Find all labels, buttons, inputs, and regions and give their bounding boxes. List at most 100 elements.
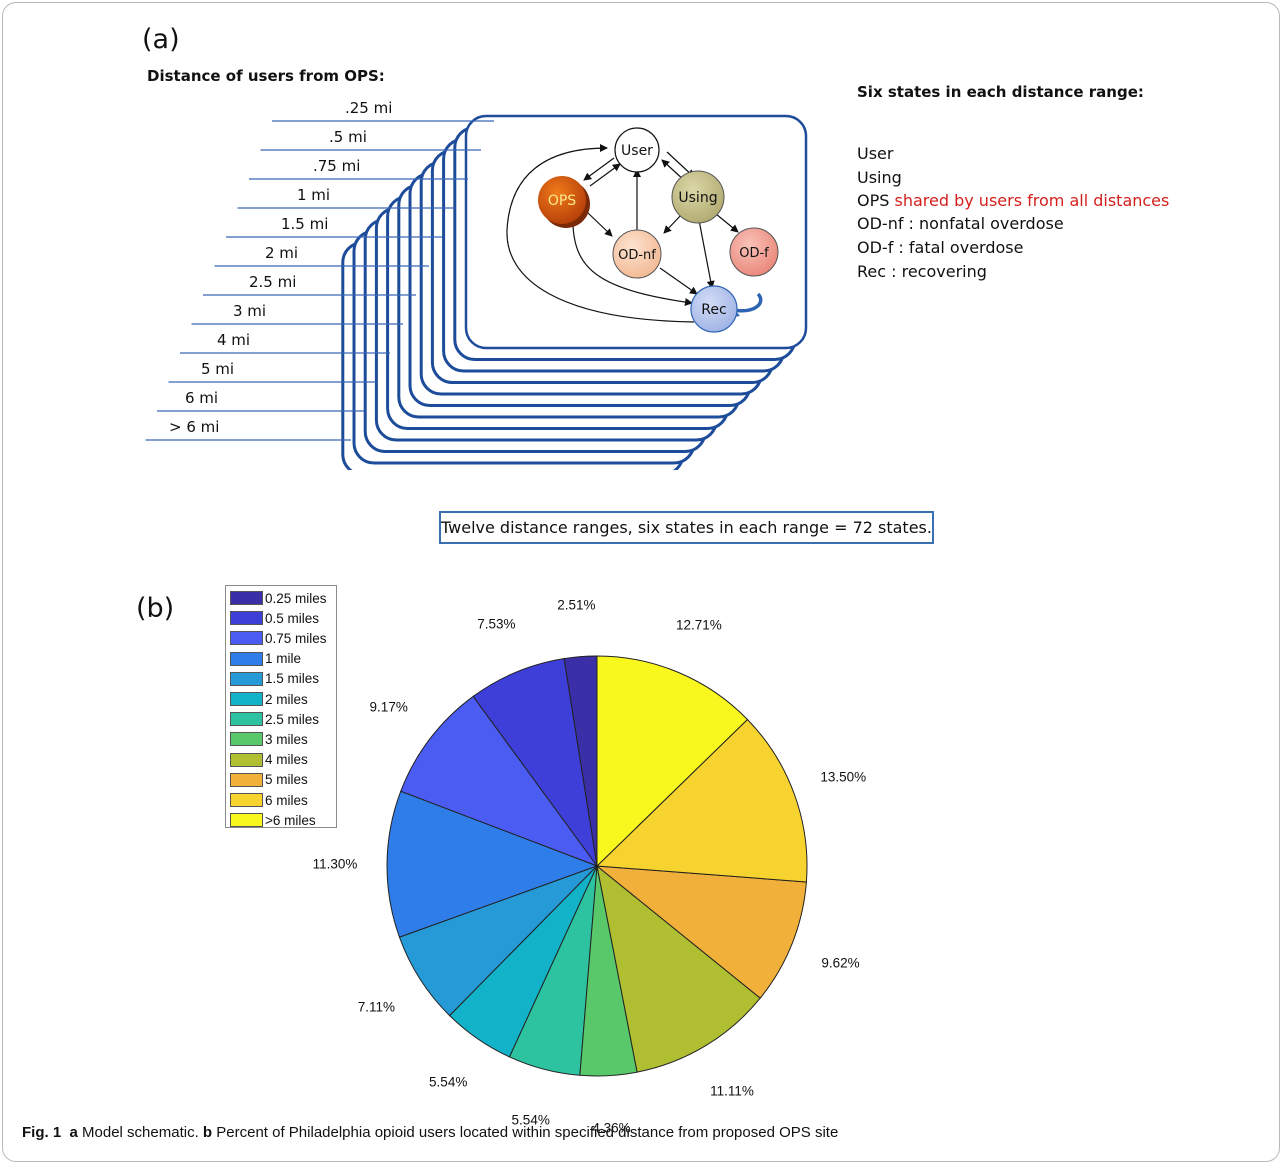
edge-ops-to-user (589, 163, 621, 187)
state-using: Using (857, 168, 902, 187)
summary-box: Twelve distance ranges, six states in ea… (439, 511, 934, 544)
node-user-label: User (621, 143, 653, 159)
legend-swatch (230, 591, 263, 605)
node-od-nf (612, 229, 662, 279)
distance-label: 2.5 mi (249, 273, 296, 291)
pie-data-label: 9.17% (369, 699, 408, 715)
legend-swatch (230, 611, 263, 626)
distance-label: 5 mi (201, 360, 234, 378)
distance-label: > 6 mi (169, 418, 219, 436)
state-user: User (857, 144, 894, 163)
distance-label: .5 mi (329, 128, 367, 146)
legend-swatch (230, 671, 263, 686)
distance-label: 2 mi (265, 244, 298, 262)
pie-data-label: 11.11% (710, 1083, 754, 1098)
legend-label: 5 miles (265, 772, 308, 788)
legend-swatch (230, 692, 263, 706)
state-ops-label: OPS (857, 191, 890, 210)
legend-item: 1 mile (230, 650, 301, 668)
legend-swatch (230, 712, 263, 727)
distance-label: 4 mi (217, 331, 250, 349)
states-heading: Six states in each distance range: (857, 83, 1144, 101)
model-schematic: .25 mi .5 mi .75 mi 1 mi 1.5 mi 2 mi 2.5 mi 3 m… (145, 99, 808, 470)
distance-label: 6 mi (185, 389, 218, 407)
legend-item: 1.5 miles (230, 670, 319, 688)
caption-b-label: b (202, 1124, 213, 1141)
legend-item: 2.5 miles (230, 710, 319, 728)
state-rec: Rec : recovering (857, 262, 987, 281)
caption-b-text: Percent of Philadelphia opioid users loc… (216, 1124, 839, 1141)
distance-range-cards (341, 114, 808, 470)
pie-data-label: 2.51% (557, 597, 596, 613)
pie-data-label: 11.30% (312, 856, 358, 872)
legend-item: 4 miles (230, 751, 308, 769)
node-using (671, 170, 725, 224)
panel-b-label: (b) (136, 593, 175, 624)
distance-label: .75 mi (313, 157, 360, 175)
node-using-label: Using (678, 190, 717, 206)
distance-lines (145, 120, 494, 441)
edge-using-to-odnf (663, 212, 684, 234)
pie-data-label: 7.53% (477, 616, 516, 632)
legend-label: 2 miles (265, 691, 308, 707)
figure-caption: Fig. 1 a Model schematic. b Percent of P… (22, 1124, 838, 1141)
pie-data-label: 9.62% (821, 955, 860, 971)
edge-user-to-ops (583, 157, 615, 181)
chart-legend: 0.25 miles 0.5 miles 0.75 miles 1 mile 1.5 m… (225, 585, 337, 828)
state-ops-note: shared by users from all distances (894, 191, 1170, 210)
legend-swatch (230, 732, 263, 747)
legend-label: 2.5 miles (265, 711, 320, 727)
node-ops-label: OPS (548, 193, 576, 209)
state-transitions (506, 144, 739, 323)
legend-label: 1 mile (265, 651, 302, 667)
panel-a-label: (a) (142, 24, 180, 55)
pie-data-label: 5.54% (429, 1074, 468, 1090)
legend-item: 0.25 miles (230, 589, 327, 607)
distance-labels: .25 mi .5 mi .75 mi 1 mi 1.5 mi 2 mi 2.5 mi 3 m… (169, 99, 392, 436)
legend-item: 0.5 miles (230, 609, 319, 627)
caption-a-label: a (69, 1124, 78, 1141)
legend-item: 5 miles (230, 771, 308, 789)
legend-label: 0.5 miles (265, 610, 320, 626)
legend-swatch (230, 813, 263, 828)
pie-data-label: 5.54% (511, 1112, 550, 1127)
legend-item: 3 miles (230, 730, 308, 748)
edge-using-to-rec (698, 219, 715, 289)
state-od-nf: OD-nf : nonfatal overdose (857, 214, 1064, 233)
edge-ops-to-odnf (587, 212, 613, 237)
legend-label: 1.5 miles (265, 671, 320, 687)
legend-item: 0.75 miles (230, 629, 327, 647)
legend-label: 3 miles (265, 731, 308, 747)
node-od-f-label: OD-f (739, 246, 769, 261)
legend-swatch (230, 631, 263, 646)
node-ops (538, 176, 586, 224)
legend-label: 4 miles (265, 752, 308, 768)
caption-fig-label: Fig. 1 (22, 1124, 62, 1141)
legend-label: >6 miles (265, 812, 316, 828)
legend-item: 2 miles (230, 690, 308, 708)
node-rec-label: Rec (701, 302, 726, 318)
state-ops: OPS shared by users from all distances (857, 191, 1169, 210)
pie-data-label: 13.50% (820, 769, 867, 785)
distance-label: 1 mi (297, 186, 330, 204)
node-rec (690, 285, 738, 333)
node-od-nf-label: OD-nf (618, 248, 656, 263)
edge-ops-to-rec (572, 224, 693, 306)
state-od-f: OD-f : fatal overdose (857, 238, 1024, 257)
node-user (614, 127, 660, 173)
pie-data-label: 4.36% (592, 1120, 631, 1136)
legend-swatch (230, 752, 263, 767)
legend-item: 6 miles (230, 791, 308, 809)
distance-label: 3 mi (233, 302, 266, 320)
legend-label: 6 miles (265, 792, 308, 808)
pie-data-label: 7.11% (357, 999, 396, 1015)
legend-swatch (230, 793, 263, 807)
rec-self-loop (732, 292, 763, 313)
distance-label: .25 mi (345, 99, 392, 117)
legend-item: >6 miles (230, 811, 316, 829)
edge-using-to-odf (715, 213, 739, 233)
legend-label: 0.25 miles (265, 590, 327, 606)
caption-a-text: Model schematic. (82, 1124, 199, 1141)
pie-data-label: 12.71% (675, 617, 722, 633)
edge-odnf-to-rec (659, 267, 698, 295)
